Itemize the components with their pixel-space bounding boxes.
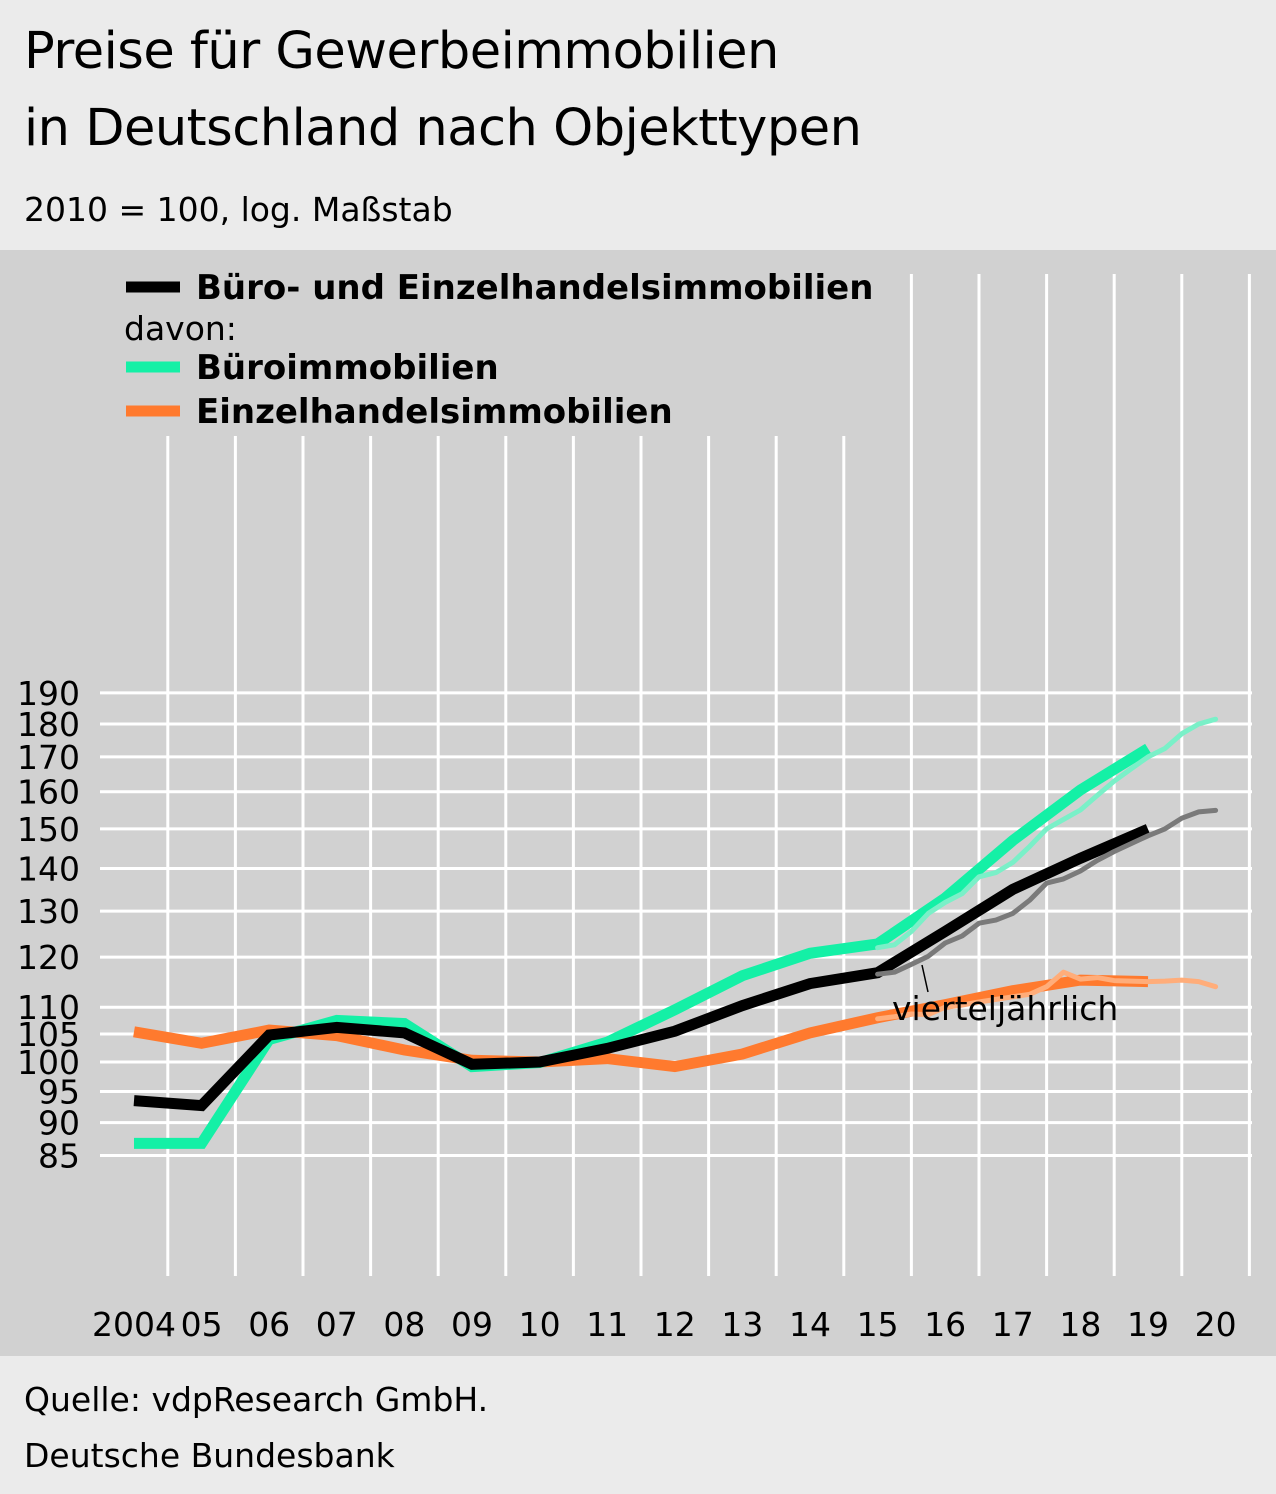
- y-tick-label: 120: [17, 938, 80, 977]
- y-tick-label: 100: [17, 1043, 80, 1082]
- y-tick-label: 160: [17, 773, 80, 812]
- line-total-annual: [133, 824, 1151, 1112]
- y-tick-label: 90: [38, 1104, 80, 1143]
- x-tick-label: 12: [654, 1305, 696, 1344]
- x-tick-label: 07: [316, 1305, 358, 1344]
- legend-background-retail: [112, 390, 662, 436]
- annotation-label: vierteljährlich: [892, 989, 1118, 1028]
- x-tick-label: 14: [789, 1305, 831, 1344]
- y-tick-label: 85: [38, 1136, 80, 1175]
- x-tick-label: 15: [857, 1305, 899, 1344]
- x-tick-label: 13: [721, 1305, 763, 1344]
- y-tick-label: 190: [17, 674, 80, 713]
- line-office-quarterly: [875, 716, 1219, 951]
- plot-area: 85 90 95 100 105 110 120 130 140 150 160 170 180 190 …: [0, 250, 1276, 1356]
- chart-title-line-1: Preise für Gewerbeimmobilien: [24, 22, 779, 81]
- legend-label-office: Büroimmobilien: [196, 348, 499, 388]
- y-tick-label: 170: [17, 738, 80, 777]
- source-note: Quelle: vdpResearch GmbH.: [24, 1380, 489, 1419]
- x-tick-label: 11: [586, 1305, 628, 1344]
- chart-title-line-2: in Deutschland nach Objekttypen: [24, 98, 862, 158]
- x-axis-tick-labels: 2004 05 06 07 08 09 10 11 12 13 14 15 16 17 18 19 20: [92, 1305, 1237, 1344]
- y-tick-label: 130: [17, 892, 80, 931]
- line-retail-quarterly: [875, 969, 1219, 1022]
- x-tick-label: 18: [1059, 1305, 1101, 1344]
- line-chart: 859095100105110120130140150160170180190 …: [17, 264, 1252, 1344]
- y-tick-label: 140: [17, 850, 80, 889]
- x-tick-label: 2004: [92, 1305, 176, 1344]
- gridlines: [100, 274, 1252, 1276]
- x-tick-label: 08: [383, 1305, 425, 1344]
- x-tick-label: 09: [451, 1305, 493, 1344]
- legend: Büro- und Einzelhandelsimmobilien davon:…: [112, 264, 873, 436]
- chart-subtitle: 2010 = 100, log. Maßstab: [24, 190, 453, 229]
- y-tick-label: 180: [17, 705, 80, 744]
- x-tick-label: 19: [1127, 1305, 1169, 1344]
- legend-label-retail: Einzelhandelsimmobilien: [196, 392, 673, 432]
- publisher-note: Deutsche Bundesbank: [24, 1436, 395, 1475]
- x-tick-label: 05: [181, 1305, 223, 1344]
- x-tick-label: 20: [1195, 1305, 1237, 1344]
- y-tick-label: 110: [17, 988, 80, 1027]
- y-tick-label: 150: [17, 810, 80, 849]
- y-tick-label: 95: [38, 1072, 80, 1111]
- chart-title: Preise für Gewerbeimmobilien in Deutschl…: [24, 14, 1254, 167]
- x-tick-label: 06: [248, 1305, 290, 1344]
- x-tick-label: 10: [519, 1305, 561, 1344]
- legend-prefix: davon:: [124, 309, 237, 348]
- quarterly-annotation: vierteljährlich: [892, 964, 1118, 1028]
- x-tick-label: 17: [992, 1305, 1034, 1344]
- series-lines: [133, 716, 1219, 1149]
- y-tick-label: 105: [17, 1015, 80, 1054]
- x-tick-label: 16: [924, 1305, 966, 1344]
- legend-label-total: Büro- und Einzelhandelsimmobilien: [196, 268, 873, 308]
- annotation-pointer: [921, 964, 929, 993]
- line-total-quarterly: [875, 807, 1219, 977]
